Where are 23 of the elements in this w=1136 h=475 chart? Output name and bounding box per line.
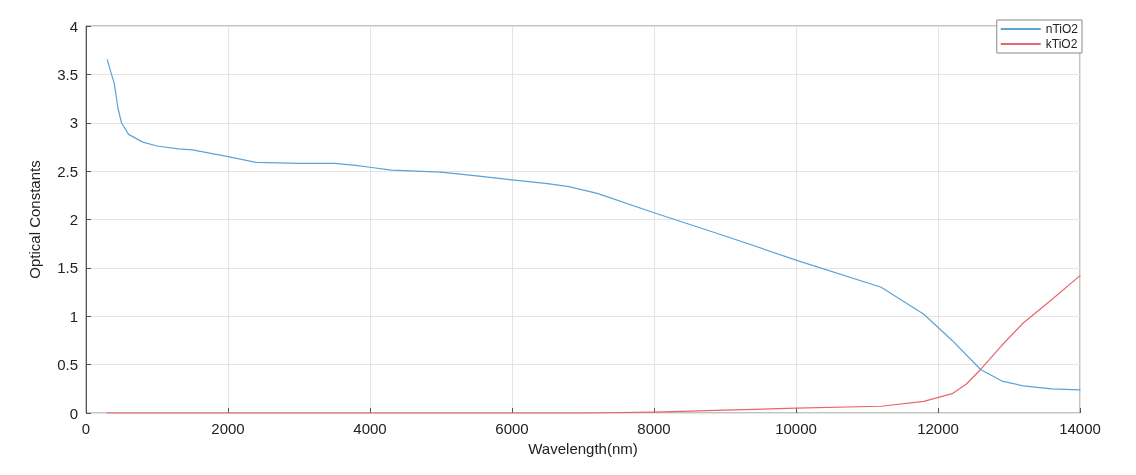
x-tick-label: 6000 [495,420,529,437]
line-series [106,59,1081,391]
x-tick-label: 10000 [775,420,817,437]
y-tick-label: 3.5 [57,65,78,83]
y-tick-label: 2 [69,211,78,228]
y-tick-label: 2.5 [57,162,78,180]
x-tick-label: 14000 [1059,420,1101,437]
legend-label: nTiO2 [1045,22,1079,36]
line-series [106,275,1081,414]
x-axis-title: Wavelength(nm) [528,439,638,457]
y-axis-title: Optical Constants [26,160,43,279]
x-tick-label: 8000 [637,420,671,437]
x-tick-label: 2000 [211,420,245,437]
legend-label: kTiO2 [1045,37,1078,51]
x-tick-label: 0 [81,420,91,437]
x-tick-label: 4000 [353,420,387,437]
y-tick-label: 1 [69,307,78,325]
y-tick-label: 4 [69,17,78,35]
y-tick-label: 3 [69,114,78,132]
x-tick-label: 12000 [917,420,959,437]
y-tick-label: 1.5 [57,259,78,277]
y-tick-label: 0 [69,404,78,422]
y-tick-label: 0.5 [57,356,78,374]
